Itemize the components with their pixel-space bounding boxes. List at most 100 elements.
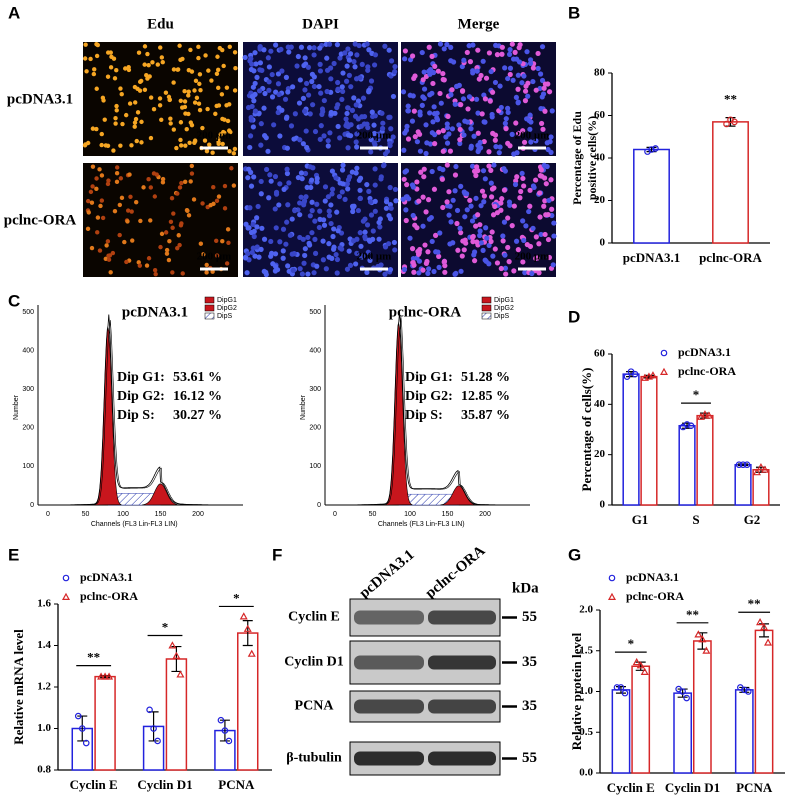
cell bbox=[430, 80, 436, 87]
cell bbox=[145, 76, 150, 81]
cell bbox=[525, 93, 531, 99]
data-point bbox=[225, 737, 233, 745]
cell bbox=[541, 175, 548, 181]
cell bbox=[265, 55, 271, 61]
legend-label: DipS bbox=[494, 313, 510, 320]
legend-label: DipG1 bbox=[494, 297, 514, 304]
cell bbox=[344, 110, 350, 117]
cell bbox=[171, 127, 177, 132]
cell bbox=[100, 95, 106, 101]
cell bbox=[214, 238, 219, 244]
cell bbox=[442, 269, 448, 275]
cell bbox=[178, 143, 184, 148]
cell bbox=[480, 247, 486, 253]
cell bbox=[436, 129, 442, 135]
cell bbox=[409, 182, 416, 188]
cell bbox=[507, 71, 513, 78]
cell bbox=[371, 130, 378, 137]
cell bbox=[382, 43, 388, 49]
cell bbox=[248, 114, 254, 121]
panel-letter: A bbox=[8, 3, 20, 22]
cell bbox=[250, 124, 256, 130]
cell bbox=[474, 239, 480, 245]
cell bbox=[539, 94, 545, 100]
cell bbox=[178, 223, 184, 228]
cell bbox=[160, 176, 166, 182]
cell bbox=[307, 111, 313, 117]
cell bbox=[339, 96, 345, 103]
data-point bbox=[176, 670, 185, 678]
cell bbox=[386, 47, 392, 53]
cell bbox=[533, 234, 539, 240]
cell bbox=[167, 238, 172, 244]
legend-swatch bbox=[481, 312, 492, 320]
cell bbox=[171, 67, 177, 72]
cell bbox=[179, 180, 184, 186]
cell bbox=[97, 248, 103, 253]
cell bbox=[533, 255, 539, 262]
data-point bbox=[648, 371, 657, 379]
x-tick-label: 100 bbox=[117, 511, 129, 518]
cell bbox=[372, 52, 379, 58]
cell bbox=[426, 68, 432, 74]
cell bbox=[139, 119, 144, 125]
cell bbox=[424, 140, 430, 146]
cell bbox=[342, 50, 348, 56]
cell bbox=[321, 222, 328, 228]
cell bbox=[99, 198, 105, 203]
cell bbox=[349, 107, 356, 113]
cell bbox=[426, 216, 433, 222]
cell bbox=[500, 233, 506, 239]
y-axis-label: Number bbox=[13, 394, 20, 420]
blot-row: Cyclin D1 35 bbox=[284, 640, 537, 685]
y-tick-label: 20 bbox=[594, 194, 606, 206]
cell bbox=[410, 260, 416, 266]
cell bbox=[494, 52, 501, 58]
bar bbox=[237, 632, 259, 771]
cell bbox=[214, 198, 220, 204]
cell bbox=[152, 194, 158, 199]
cell bbox=[430, 119, 436, 125]
cell bbox=[478, 72, 484, 79]
cell bbox=[318, 123, 324, 129]
scale-label: 200 μm bbox=[357, 130, 392, 142]
cell bbox=[518, 188, 524, 195]
cell bbox=[483, 75, 490, 81]
cell bbox=[277, 181, 283, 187]
cell bbox=[382, 271, 388, 277]
cell bbox=[202, 138, 208, 143]
cell bbox=[490, 253, 496, 259]
cell bbox=[470, 70, 476, 76]
cell bbox=[378, 174, 384, 180]
cell bbox=[132, 124, 137, 129]
cell bbox=[174, 145, 179, 151]
cell bbox=[353, 76, 360, 82]
cell bbox=[97, 167, 102, 172]
bar bbox=[678, 424, 696, 506]
cell bbox=[366, 47, 372, 53]
cell bbox=[163, 90, 169, 95]
cell bbox=[515, 247, 521, 253]
cell bbox=[148, 218, 153, 223]
cell bbox=[207, 142, 212, 147]
cell bbox=[368, 78, 375, 84]
cell bbox=[317, 216, 323, 222]
x-tick-label: PCNA bbox=[736, 780, 773, 795]
column-header: DAPI bbox=[302, 16, 339, 32]
cell bbox=[227, 44, 232, 49]
cell bbox=[440, 148, 446, 154]
cell bbox=[282, 96, 289, 102]
cell bbox=[337, 245, 343, 251]
data-point bbox=[760, 622, 769, 631]
cell bbox=[194, 95, 200, 101]
lane-label: pcDNA3.1 bbox=[356, 547, 417, 602]
cell bbox=[245, 175, 251, 181]
micrograph-bg bbox=[401, 163, 556, 277]
bar bbox=[165, 658, 188, 771]
cell bbox=[522, 98, 529, 104]
cell bbox=[94, 86, 99, 91]
cell bbox=[350, 238, 357, 244]
cell bbox=[273, 225, 279, 231]
cell bbox=[372, 208, 378, 214]
cell bbox=[308, 184, 314, 191]
